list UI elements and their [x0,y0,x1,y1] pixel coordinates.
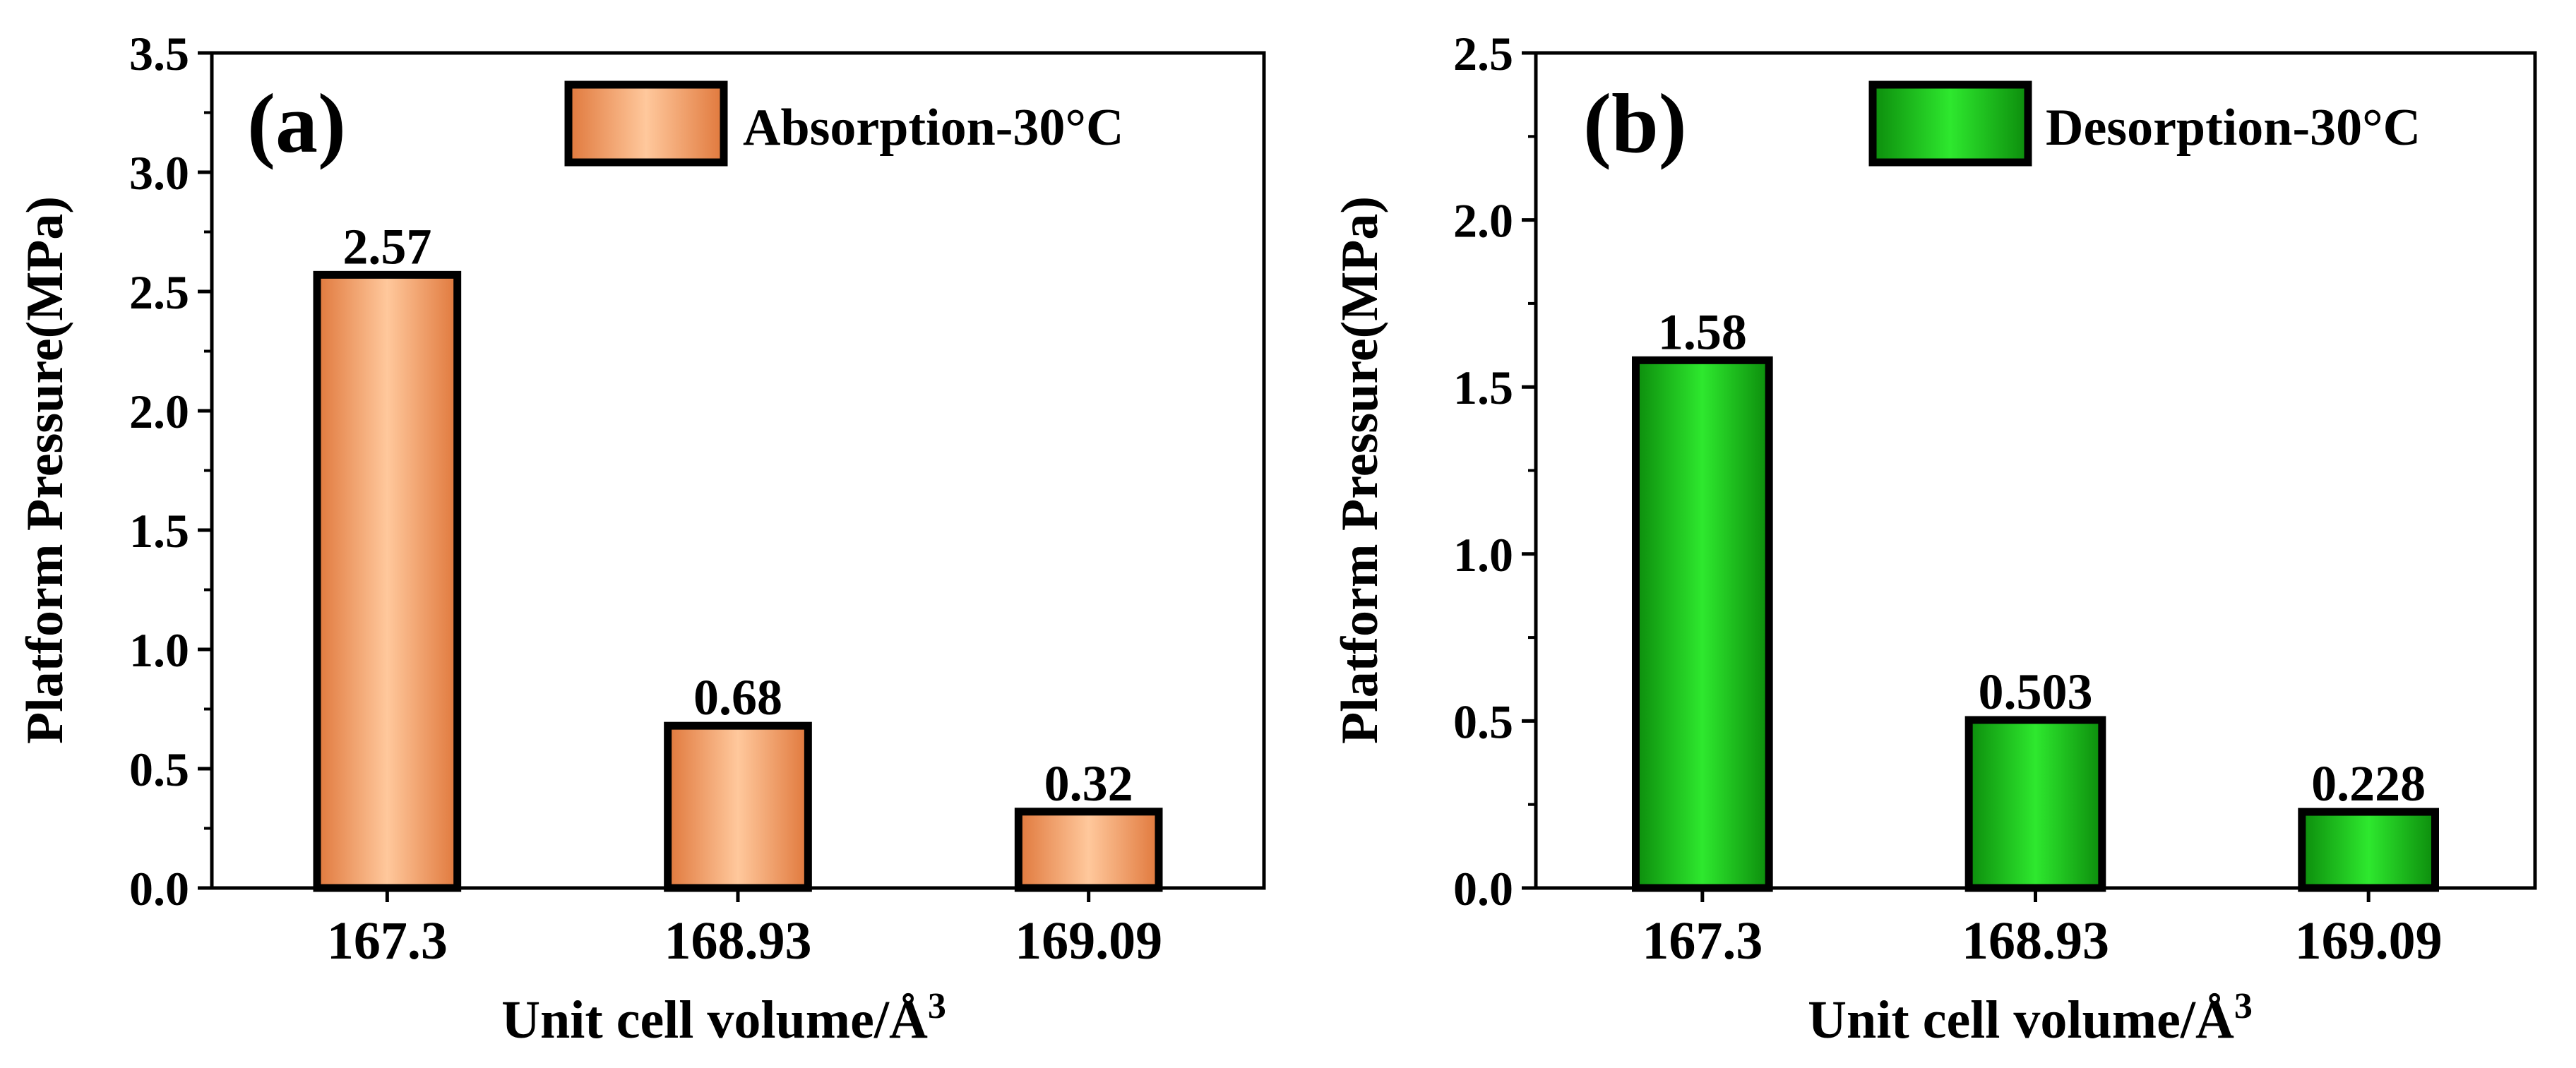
x-tick-label: 167.3 [327,911,448,971]
y-tick-label: 0.5 [129,743,189,796]
y-axis-title-b: Platform Pressure(MPa) [1331,196,1389,744]
bars-b: 1.58 0.503 0.228 [1632,304,2439,892]
bar-value-label: 1.58 [1658,304,1747,360]
y-axis-b: 0.0 0.5 1.0 1.5 2.0 2.5 [1453,27,1536,916]
legend-label-a: Absorption-30°C [743,99,1123,157]
y-axis-title-a: Platform Pressure(MPa) [16,196,74,744]
legend-label-b: Desorption-30°C [2046,99,2421,157]
x-axis-title-text-b: Unit cell volume/Å [1808,990,2234,1050]
bar-value-label: 0.503 [1979,664,2093,720]
x-tick-label: 168.93 [664,911,812,971]
y-tick-label: 1.5 [1453,361,1513,414]
bar [1632,356,1773,892]
y-tick-label: 3.0 [129,146,189,200]
y-tick-label: 2.5 [129,265,189,319]
x-axis-title-superscript-a: 3 [928,986,946,1026]
y-tick-label: 3.5 [129,27,189,80]
bar-value-label: 0.68 [693,669,782,726]
x-tick-label: 169.09 [1015,911,1162,971]
bar [313,270,462,892]
x-tick-label: 168.93 [1962,911,2109,971]
y-tick-label: 1.5 [129,504,189,558]
bar [2298,808,2439,892]
x-tick-label: 167.3 [1642,911,1763,971]
x-axis-title-a: Unit cell volume/Å3 [501,986,946,1050]
bar [1964,716,2106,892]
panel-label-a: (a) [247,76,346,170]
x-tick-label: 169.09 [2295,911,2443,971]
y-tick-label: 0.5 [1453,695,1513,748]
bar-value-label: 0.228 [2311,755,2426,812]
legend-swatch-a [564,80,728,167]
chart-panel-a: 0.0 0.5 1.0 1.5 2.0 2.5 3.0 3.5 167.3 168.93 169.… [16,27,1266,1050]
y-tick-label: 2.0 [1453,194,1513,248]
bar-value-label: 2.57 [342,218,431,275]
x-axis-b: 167.3 168.93 169.09 [1642,888,2443,971]
bar [1014,808,1163,892]
y-tick-label: 1.0 [1453,528,1513,582]
bars-a: 2.57 0.68 0.32 [313,218,1163,892]
bar-value-label: 0.32 [1044,755,1133,812]
y-tick-label: 2.5 [1453,27,1513,80]
y-axis-a: 0.0 0.5 1.0 1.5 2.0 2.5 3.0 3.5 [129,27,212,916]
x-axis-a: 167.3 168.93 169.09 [327,888,1162,971]
y-tick-label: 0.0 [129,862,189,916]
y-tick-label: 0.0 [1453,862,1513,916]
chart-panel-b: 0.0 0.5 1.0 1.5 2.0 2.5 167.3 168.93 169.09 1.5… [1331,27,2537,1050]
bar [664,721,812,892]
y-tick-label: 1.0 [129,623,189,677]
x-axis-title-text-a: Unit cell volume/Å [501,990,928,1050]
x-axis-title-superscript-b: 3 [2234,986,2253,1026]
legend-swatch-b [1868,80,2032,167]
y-tick-label: 2.0 [129,385,189,438]
x-axis-title-b: Unit cell volume/Å3 [1808,986,2253,1050]
panel-label-b: (b) [1583,76,1687,170]
